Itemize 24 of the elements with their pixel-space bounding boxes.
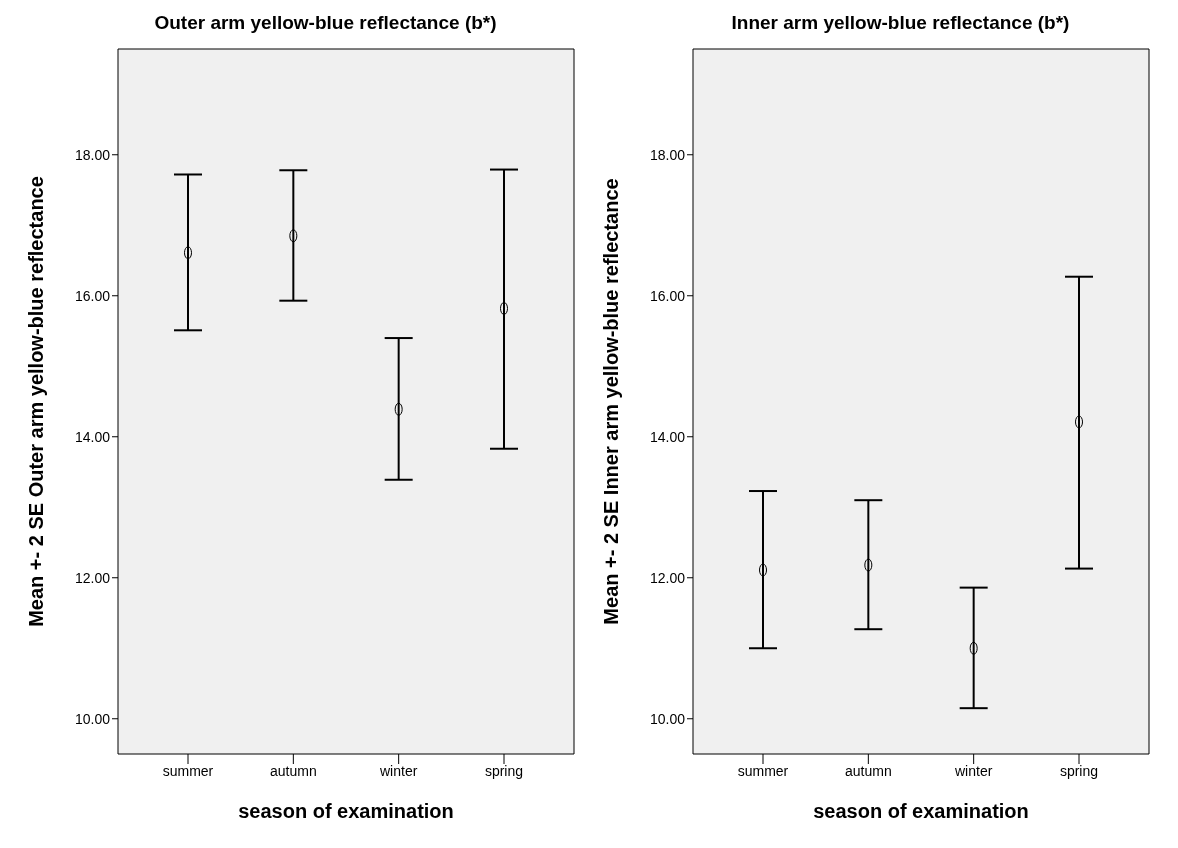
y-tick-label: 12.00 — [649, 569, 686, 586]
y-tick-label: 10.00 — [649, 710, 686, 727]
y-tick-label: 18.00 — [74, 146, 111, 163]
chart-title: Inner arm yellow-blue reflectance (b*) — [730, 11, 1071, 35]
x-axis-title: season of examination — [813, 800, 1029, 823]
y-axis-title: Mean +- 2 SE Inner arm yellow-blue reflectance — [600, 178, 623, 625]
y-tick-label: 16.00 — [74, 287, 111, 304]
y-tick-label: 12.00 — [74, 569, 111, 586]
x-tick-label: summer — [162, 762, 214, 779]
y-axis-title: Mean +- 2 SE Outer arm yellow-blue reflectance — [25, 176, 48, 627]
chart-title: Outer arm yellow-blue reflectance (b*) — [153, 11, 498, 35]
y-tick-label: 16.00 — [649, 287, 686, 304]
x-tick-label: winter — [953, 762, 993, 779]
x-tick-label: autumn — [844, 762, 892, 779]
x-tick-label: winter — [378, 762, 418, 779]
y-tick-label: 18.00 — [649, 146, 686, 163]
x-tick-label: autumn — [269, 762, 317, 779]
x-tick-label: spring — [1059, 762, 1099, 779]
x-tick-label: spring — [484, 762, 524, 779]
x-axis-title: season of examination — [238, 800, 454, 823]
y-tick-label: 10.00 — [74, 710, 111, 727]
y-tick-label: 14.00 — [649, 428, 686, 445]
y-tick-label: 14.00 — [74, 428, 111, 445]
x-tick-label: summer — [737, 762, 789, 779]
